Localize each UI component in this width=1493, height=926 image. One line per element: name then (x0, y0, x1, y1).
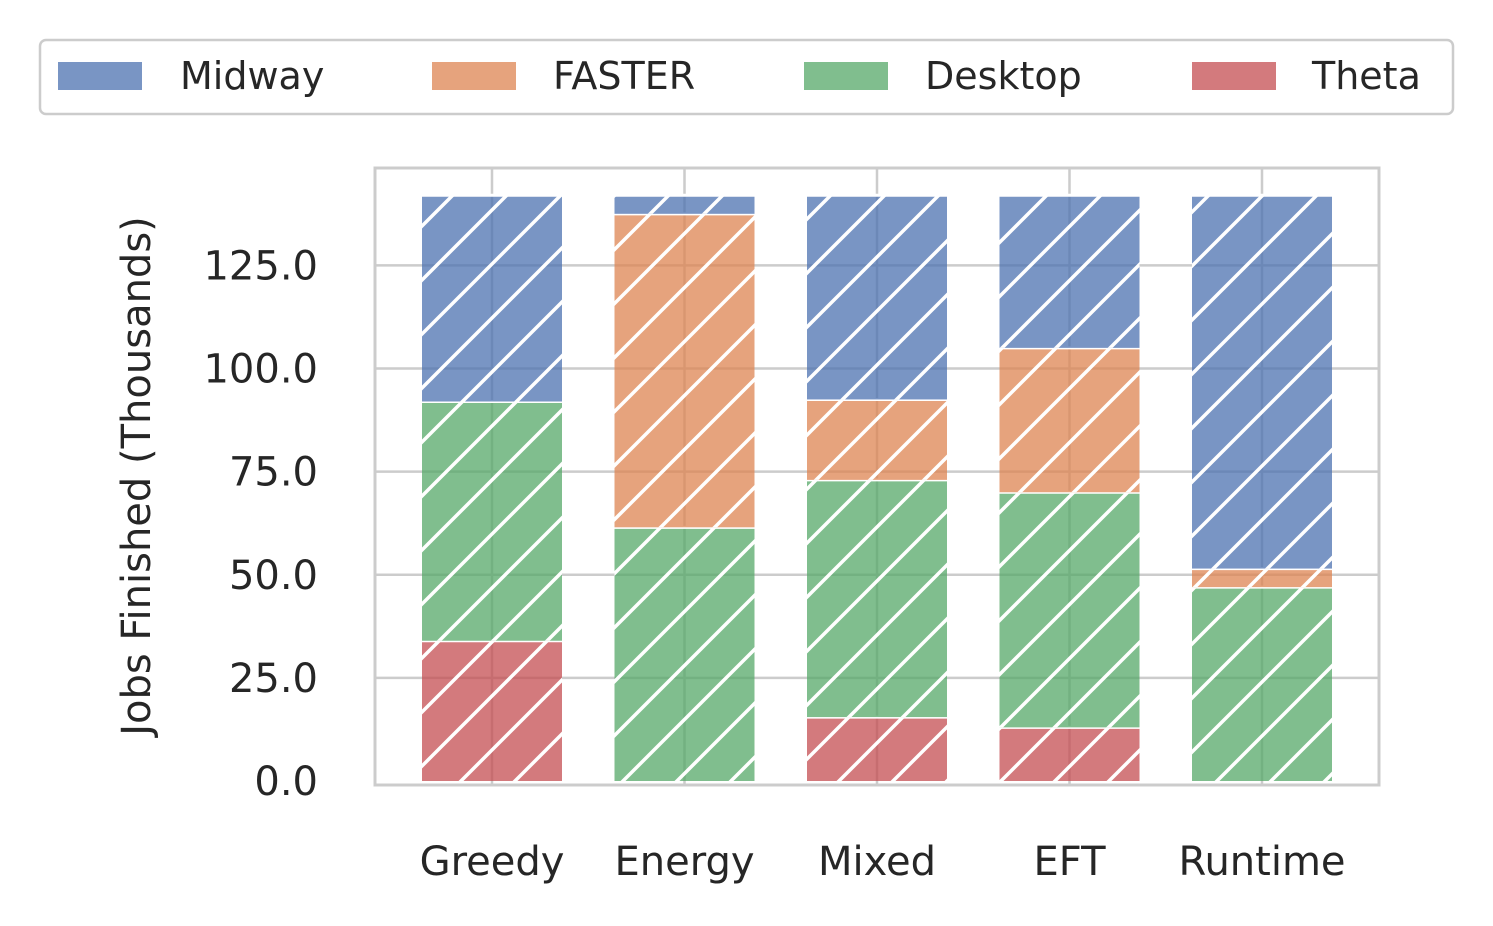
y-tick-label: 0.0 (254, 759, 318, 805)
x-tick-label: Energy (614, 839, 754, 885)
bar-segment-desktop (614, 525, 755, 781)
y-tick-label: 100.0 (203, 347, 318, 393)
legend-swatch-midway (58, 62, 142, 90)
bar-hatch-midway (614, 195, 755, 214)
bar-hatch-faster (807, 399, 947, 480)
bar-hatch-desktop (999, 492, 1140, 728)
x-tick-label: Runtime (1178, 839, 1345, 885)
x-tick-label: Mixed (818, 839, 936, 885)
legend-item-theta: Theta (1192, 54, 1421, 98)
legend-item-midway: Midway (58, 54, 324, 98)
legend-label-desktop: Desktop (925, 54, 1082, 98)
bar-hatch-theta (422, 640, 562, 781)
y-axis-label: Jobs Finished (Thousands) (114, 216, 160, 739)
bar-segment-desktop (999, 490, 1140, 728)
y-tick-label: 50.0 (229, 553, 318, 599)
bar-segment-faster (614, 212, 755, 528)
bar-segment-midway (807, 193, 947, 400)
x-tick-labels: Greedy Energy Mixed EFT Runtime (420, 839, 1346, 885)
bar-hatch-midway (422, 195, 562, 402)
legend-item-faster: FASTER (432, 54, 695, 98)
bar-segment-desktop (422, 400, 562, 641)
bar-segment-faster (807, 397, 947, 480)
bar-segment-faster (999, 346, 1140, 493)
bar-segment-theta (422, 639, 562, 781)
bar-hatch-midway (807, 195, 947, 400)
bar-segment-midway (999, 193, 1140, 348)
bar-hatch-midway (1192, 195, 1332, 569)
legend-label-theta: Theta (1311, 54, 1421, 98)
bar-hatch-theta (807, 717, 947, 781)
legend-swatch-faster (432, 62, 516, 90)
bar-segment-faster (1192, 567, 1332, 588)
legend-frame (38, 38, 1455, 116)
legend-label-midway: Midway (180, 54, 324, 98)
y-tick-label: 75.0 (229, 450, 318, 496)
bar-segment-midway (614, 193, 755, 214)
bar-hatch-desktop (614, 527, 755, 781)
bar-segment-midway (422, 193, 562, 402)
y-tick-label: 25.0 (229, 656, 318, 702)
bar-hatch-desktop (422, 401, 562, 641)
bar-hatch-desktop (807, 479, 947, 718)
legend-label-faster: FASTER (553, 54, 695, 98)
legend-item-desktop: Desktop (804, 54, 1082, 98)
bar-hatch-faster (1192, 568, 1332, 588)
x-tick-label: EFT (1033, 839, 1106, 885)
plot-frame (373, 166, 1381, 787)
bar-hatch-desktop (1192, 587, 1332, 781)
bar-hatch-midway (999, 195, 1140, 348)
bar-segment-desktop (1192, 585, 1332, 781)
bar-segment-theta (807, 715, 947, 781)
legend: Midway FASTER Desktop Theta (38, 38, 1455, 116)
y-tick-label: 125.0 (203, 243, 318, 289)
bar-segment-desktop (807, 478, 947, 718)
bar-hatch-theta (999, 727, 1140, 781)
legend-swatch-desktop (804, 62, 888, 90)
legend-swatch-theta (1192, 62, 1276, 90)
bar-hatch-faster (999, 347, 1140, 493)
bar-segment-theta (999, 725, 1140, 781)
y-tick-labels: 0.0 25.0 50.0 75.0 100.0 125.0 (203, 243, 318, 805)
bar-hatch-faster (614, 213, 755, 528)
bar-segment-midway (1192, 193, 1332, 569)
x-tick-label: Greedy (420, 839, 565, 885)
bars (422, 193, 1332, 781)
